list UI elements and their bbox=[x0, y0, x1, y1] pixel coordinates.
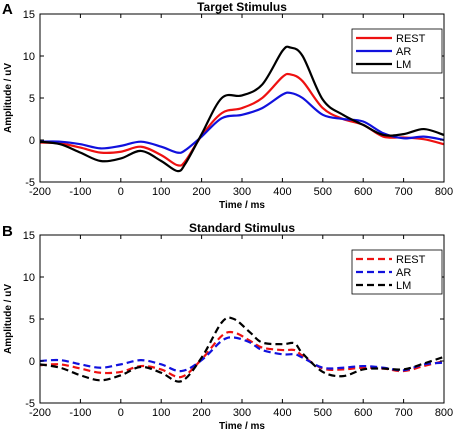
y-tick-label: 15 bbox=[23, 9, 35, 21]
x-tick-label: 700 bbox=[394, 186, 412, 198]
x-axis-label: Time / ms bbox=[219, 200, 265, 211]
panel-letter: B bbox=[2, 223, 13, 240]
y-tick-label: 10 bbox=[23, 272, 35, 284]
legend-label-ar: AR bbox=[396, 267, 411, 279]
x-tick-label: 400 bbox=[273, 186, 291, 198]
y-tick-label: 5 bbox=[29, 93, 35, 105]
legend-label-lm: LM bbox=[396, 280, 411, 292]
chart-title: Standard Stimulus bbox=[189, 221, 295, 235]
legend-label-rest: REST bbox=[396, 33, 426, 45]
x-tick-label: 800 bbox=[435, 186, 453, 198]
chart-panel-a: A Target Stimulus-200 -100 0 100 200 300 400 500… bbox=[2, 0, 453, 211]
legend-label-ar: AR bbox=[396, 46, 411, 58]
x-tick-label: 300 bbox=[233, 407, 251, 419]
series-line-ar bbox=[40, 336, 444, 373]
legend-label-lm: LM bbox=[396, 59, 411, 71]
x-axis-label: Time / ms bbox=[219, 421, 265, 432]
x-tick-label: 600 bbox=[354, 407, 372, 419]
x-tick-label: 700 bbox=[394, 407, 412, 419]
y-tick-label: 10 bbox=[23, 51, 35, 63]
x-tick-label: 100 bbox=[152, 407, 170, 419]
series-line-ar bbox=[40, 91, 444, 154]
series-line-lm bbox=[40, 45, 444, 173]
series-line-rest bbox=[40, 72, 444, 167]
x-tick-label: 400 bbox=[273, 407, 291, 419]
x-tick-label: 800 bbox=[435, 407, 453, 419]
y-axis-label: Amplitude / uV bbox=[3, 63, 14, 133]
x-tick-label: 100 bbox=[152, 186, 170, 198]
y-axis-label: Amplitude / uV bbox=[3, 284, 14, 354]
panel-letter: A bbox=[2, 1, 13, 18]
x-tick-label: 300 bbox=[233, 186, 251, 198]
x-tick-label: 200 bbox=[192, 407, 210, 419]
x-tick-label: -100 bbox=[69, 407, 91, 419]
x-tick-label: 600 bbox=[354, 186, 372, 198]
y-tick-label: 5 bbox=[29, 314, 35, 326]
chart-title: Target Stimulus bbox=[197, 0, 287, 14]
x-tick-label: -200 bbox=[29, 407, 51, 419]
x-tick-label: 0 bbox=[118, 407, 124, 419]
legend-label-rest: REST bbox=[396, 254, 426, 266]
x-tick-label: 500 bbox=[314, 186, 332, 198]
series-line-rest bbox=[40, 330, 444, 379]
y-tick-label: 0 bbox=[29, 356, 35, 368]
series-lines bbox=[40, 45, 444, 173]
y-tick-label: 0 bbox=[29, 135, 35, 147]
x-tick-label: 500 bbox=[314, 407, 332, 419]
y-tick-label: 15 bbox=[23, 230, 35, 242]
chart-panel-b: B Standard Stimulus-200 -100 0 100 200 300 400 5… bbox=[2, 221, 453, 432]
x-tick-label: -200 bbox=[29, 186, 51, 198]
legend-box bbox=[351, 249, 443, 295]
y-tick-label: -5 bbox=[25, 177, 35, 189]
series-lines bbox=[40, 316, 444, 383]
y-tick-label: -5 bbox=[25, 398, 35, 410]
x-tick-label: -100 bbox=[69, 186, 91, 198]
x-tick-label: 0 bbox=[118, 186, 124, 198]
series-line-lm bbox=[40, 316, 444, 383]
x-tick-label: 200 bbox=[192, 186, 210, 198]
